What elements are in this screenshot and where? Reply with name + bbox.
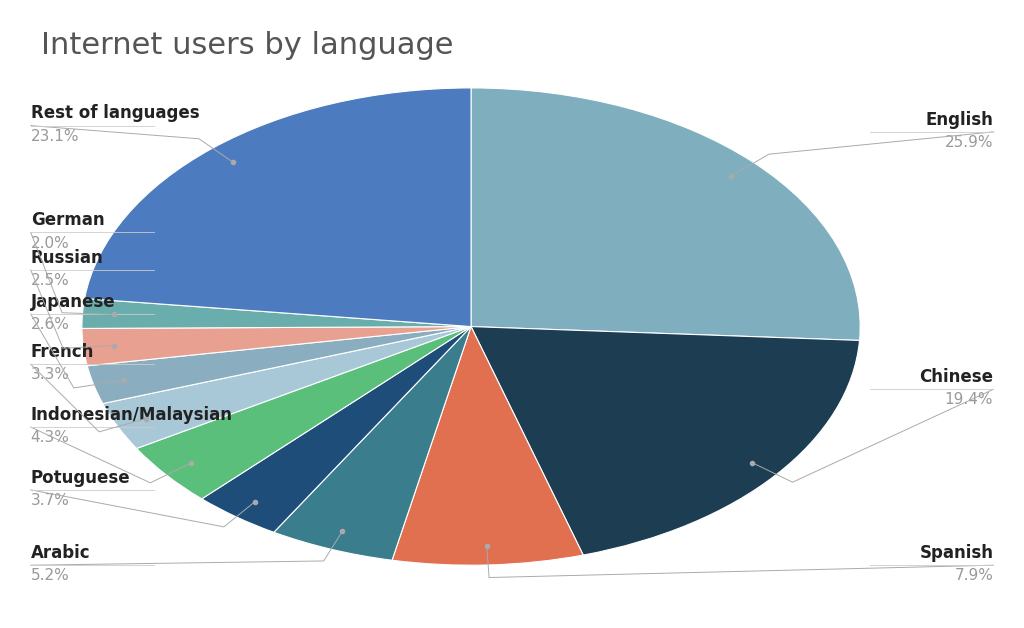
Text: 3.7%: 3.7% [31,493,70,508]
Text: 3.3%: 3.3% [31,367,70,382]
Wedge shape [82,298,471,328]
Text: Japanese: Japanese [31,293,116,311]
Text: German: German [31,211,104,229]
Wedge shape [82,327,471,365]
Wedge shape [202,327,471,533]
Text: 2.5%: 2.5% [31,273,70,288]
Text: 25.9%: 25.9% [945,135,993,150]
Text: 5.2%: 5.2% [31,568,70,583]
Text: Chinese: Chinese [920,368,993,386]
Text: 19.4%: 19.4% [945,392,993,408]
Text: French: French [31,343,94,361]
Wedge shape [85,88,471,327]
Wedge shape [471,88,860,340]
Text: Spanish: Spanish [920,544,993,562]
Text: Rest of languages: Rest of languages [31,104,200,122]
Text: 2.6%: 2.6% [31,317,70,332]
Text: 2.0%: 2.0% [31,236,70,251]
Text: 23.1%: 23.1% [31,129,79,144]
Wedge shape [392,327,584,565]
Wedge shape [273,327,471,560]
Text: Potuguese: Potuguese [31,468,130,487]
Wedge shape [87,327,471,404]
Text: 4.3%: 4.3% [31,430,70,445]
Text: Russian: Russian [31,249,103,267]
Text: 7.9%: 7.9% [954,568,993,583]
Text: Internet users by language: Internet users by language [41,31,454,60]
Wedge shape [471,327,859,555]
Text: Indonesian/Malaysian: Indonesian/Malaysian [31,406,232,424]
Text: Arabic: Arabic [31,544,90,562]
Wedge shape [102,327,471,448]
Text: English: English [926,111,993,129]
Wedge shape [136,327,471,499]
